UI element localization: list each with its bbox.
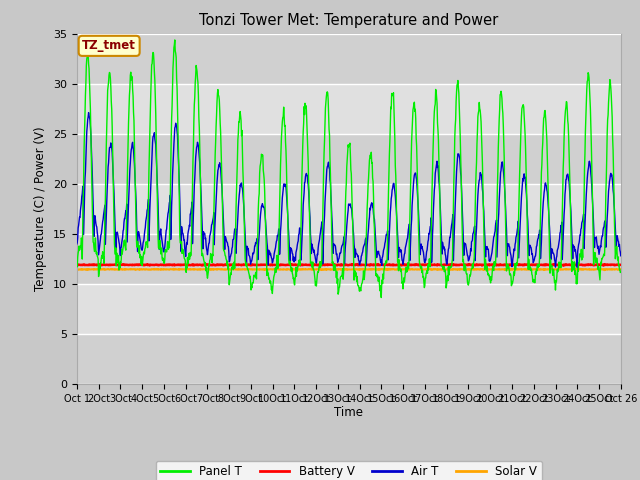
Bar: [77, 84, 621, 134]
X-axis label: Time: Time: [334, 407, 364, 420]
Bar: [77, 234, 621, 284]
Text: TZ_tmet: TZ_tmet: [82, 39, 136, 52]
Bar: [77, 284, 621, 334]
Bar: [77, 34, 621, 84]
Title: Tonzi Tower Met: Temperature and Power: Tonzi Tower Met: Temperature and Power: [199, 13, 499, 28]
Bar: [77, 134, 621, 184]
Bar: [77, 184, 621, 234]
Bar: [77, 334, 621, 384]
Legend: Panel T, Battery V, Air T, Solar V: Panel T, Battery V, Air T, Solar V: [156, 461, 542, 480]
Y-axis label: Temperature (C) / Power (V): Temperature (C) / Power (V): [35, 127, 47, 291]
